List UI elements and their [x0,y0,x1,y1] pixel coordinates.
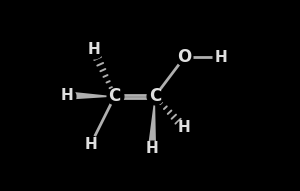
Text: H: H [61,88,73,103]
Text: H: H [84,137,97,152]
Text: C: C [109,87,121,105]
Polygon shape [67,91,115,100]
Text: H: H [214,50,227,65]
Text: H: H [146,142,158,156]
Text: H: H [87,42,100,57]
Text: C: C [149,87,161,105]
Polygon shape [148,96,156,149]
Text: O: O [177,48,191,66]
Text: H: H [178,121,191,135]
